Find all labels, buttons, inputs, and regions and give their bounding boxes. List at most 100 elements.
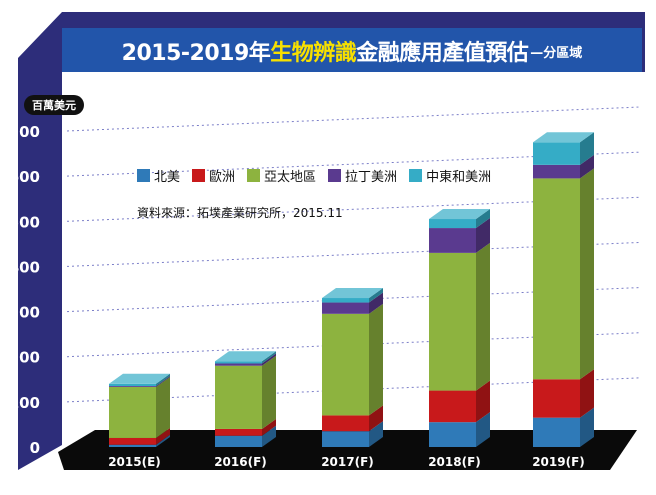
y-tick-label: 700 — [9, 123, 40, 141]
bar-segment-side — [369, 421, 383, 447]
x-tick-label: 2015(E) — [108, 455, 161, 469]
bar-stack — [429, 209, 490, 447]
bar-segment-front — [429, 422, 476, 447]
y-tick-label: 400 — [9, 258, 40, 276]
bar-segment-side — [580, 154, 594, 179]
bar-segment-front — [215, 365, 262, 429]
title-highlight: 生物辨識 — [270, 41, 357, 66]
legend-item: 歐洲 — [192, 166, 235, 185]
bar-segment-side — [369, 292, 383, 314]
bar-segment-side — [156, 376, 170, 387]
bar-segment-side — [156, 373, 170, 387]
bar-segment-side — [262, 351, 276, 364]
bar-segment-side — [262, 425, 276, 447]
legend-label: 亞太地區 — [264, 170, 317, 185]
bar-segment-front — [109, 444, 156, 447]
title-years: 2015-2019年 — [121, 41, 271, 66]
bar-segment-front — [429, 228, 476, 253]
gridline — [66, 241, 641, 267]
gridline — [66, 196, 641, 222]
bar-segment-front — [109, 386, 156, 387]
bar-segment-side — [476, 209, 490, 229]
bar-stack — [215, 351, 276, 447]
bar-segment-side — [262, 418, 276, 436]
bar-segment-front — [322, 298, 369, 303]
bars-layer — [109, 132, 594, 447]
unit-badge: 百萬美元 — [24, 95, 84, 115]
legend-swatch — [137, 169, 150, 182]
legend-swatch — [409, 169, 423, 182]
bar-segment-side — [156, 427, 170, 445]
source-note: 資料來源：拓墣產業研究所，2015.11 — [137, 206, 343, 220]
bar-segment-side — [580, 407, 594, 447]
bar-segment-front — [429, 390, 476, 423]
bar-segment-side — [476, 412, 490, 447]
bar-segment-front — [533, 417, 580, 447]
bar-top — [215, 351, 276, 362]
title-banner — [62, 28, 642, 74]
bar-top — [533, 132, 594, 143]
chart-title: 2015-2019年生物辨識金融應用產值預估 —分區域 — [62, 28, 642, 74]
bar-segment-side — [156, 376, 170, 438]
bar-top — [109, 373, 170, 384]
bar-segment-front — [533, 164, 580, 179]
legend-item: 中東和美洲 — [409, 166, 491, 185]
bar-segment-side — [156, 434, 170, 447]
y-tick-label: 200 — [9, 349, 40, 367]
bar-segment-side — [476, 380, 490, 423]
bar-segment-side — [369, 288, 383, 303]
chart-floor — [58, 430, 637, 470]
bar-segment-side — [476, 218, 490, 253]
bar-segment-side — [580, 132, 594, 165]
bar-segment-side — [262, 353, 276, 366]
bar-segment-front — [322, 431, 369, 447]
bar-segment-front — [322, 415, 369, 432]
bar-segment-side — [262, 355, 276, 429]
title-suffix: —分區域 — [530, 45, 583, 61]
bar-segment-front — [215, 435, 262, 447]
bar-stack — [109, 373, 170, 447]
y-tick-label: 500 — [9, 213, 40, 231]
legend-swatch — [328, 169, 342, 182]
bar-segment-front — [533, 178, 580, 380]
y-tick-label: 100 — [9, 394, 40, 412]
gridline — [66, 151, 641, 177]
bar-segment-side — [580, 369, 594, 418]
axis-layer: 0 100 200 300 400 500 600 700 2015(E) 2016(F) 2017… — [9, 123, 585, 469]
gridline — [66, 106, 641, 132]
bar-segment-side — [369, 405, 383, 432]
bar-segment-front — [429, 219, 476, 229]
legend-item: 拉丁美洲 — [328, 166, 397, 185]
bar-stack — [533, 132, 594, 447]
bar-segment-front — [322, 313, 369, 416]
y-tick-label: 300 — [9, 304, 40, 322]
bar-segment-side — [476, 242, 490, 391]
x-tick-label: 2016(F) — [214, 455, 267, 469]
legend-label: 歐洲 — [209, 170, 236, 185]
y-tick-label: 600 — [9, 168, 40, 186]
legend-item: 亞太地區 — [247, 166, 316, 185]
bar-segment-side — [580, 168, 594, 380]
bar-segment-front — [215, 363, 262, 366]
y-tick-label: 0 — [30, 439, 40, 457]
bar-segment-front — [109, 386, 156, 438]
bar-segment-side — [369, 303, 383, 416]
bar-segment-front — [533, 379, 580, 418]
legend-label: 拉丁美洲 — [345, 170, 398, 185]
x-tick-label: 2017(F) — [321, 455, 374, 469]
title-rest: 金融應用產值預估 — [356, 41, 529, 66]
x-tick-label: 2018(F) — [428, 455, 481, 469]
legend-item: 北美 — [137, 166, 180, 185]
legend-swatch — [247, 169, 261, 182]
bar-segment-front — [215, 361, 262, 364]
title-main: 2015-2019年生物辨識金融應用產值預估 — [122, 35, 529, 67]
bar-segment-front — [322, 302, 369, 314]
x-tick-label: 2019(F) — [532, 455, 585, 469]
bar-segment-front — [109, 383, 156, 387]
legend-swatch — [192, 169, 206, 182]
legend: 北美 歐洲 亞太地區 拉丁美洲 中東和美洲 — [137, 166, 491, 185]
bar-stack — [322, 288, 383, 447]
bar-top — [322, 288, 383, 299]
bar-segment-front — [533, 142, 580, 165]
